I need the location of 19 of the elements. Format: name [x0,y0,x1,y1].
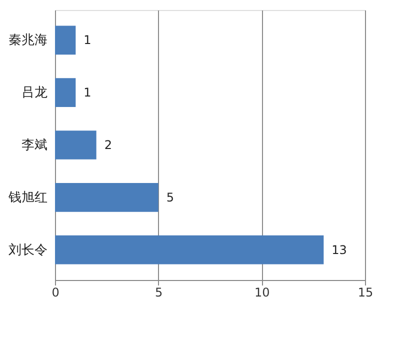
bar [55,130,96,160]
bar [55,183,158,212]
x-tick-label: 5 [155,286,163,300]
data-label: 13 [332,242,347,257]
y-tick-label: 李斌 [22,137,48,152]
y-tick-label: 秦兆海 [8,32,48,48]
data-label: 2 [104,138,112,152]
x-tick-label: 10 [254,286,270,300]
y-tick-label: 钱旭红 [8,189,48,204]
data-label: 1 [84,33,92,48]
y-tick-label: 吕龙 [22,84,48,100]
bar [55,26,76,55]
bar [55,78,76,107]
data-label: 5 [166,190,174,204]
y-tick-label: 刘长令 [8,242,48,257]
data-label: 1 [84,86,92,100]
bar [55,235,324,264]
x-tick-label: 0 [52,286,60,300]
x-tick-label: 15 [358,286,374,300]
